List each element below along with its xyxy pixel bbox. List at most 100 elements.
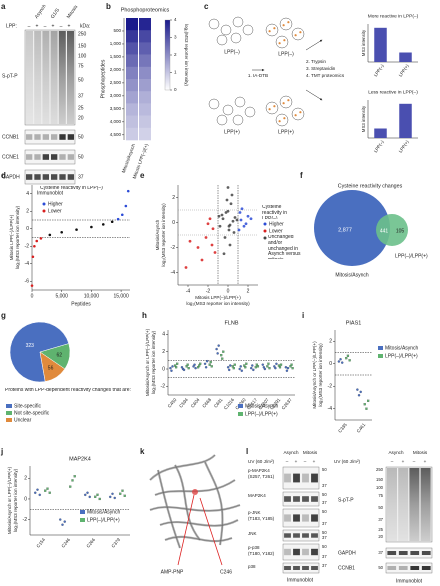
y-tick-label: 0 <box>172 220 175 226</box>
probe <box>278 120 281 123</box>
blot-band <box>311 514 318 522</box>
legend-swatch <box>6 418 12 422</box>
point <box>235 218 239 222</box>
kda-tick: 75 <box>378 493 383 498</box>
dot <box>222 350 225 353</box>
dot <box>194 366 197 370</box>
blot-band <box>42 134 49 140</box>
cell <box>234 96 246 108</box>
band-label: S-pT-P <box>2 73 18 79</box>
dot <box>339 358 342 361</box>
band-label: GAPDH <box>2 174 20 180</box>
kda-tick: 150 <box>376 477 384 482</box>
kda-tick: 50 <box>322 509 327 514</box>
kda-tick: 75 <box>78 63 84 69</box>
blot-band <box>67 154 74 160</box>
pie-label: 62 <box>56 352 62 358</box>
cell <box>244 106 256 118</box>
plot-title: FLNB <box>224 320 238 326</box>
point <box>90 225 93 229</box>
cell <box>265 23 279 37</box>
point <box>227 224 231 228</box>
dot <box>86 491 89 494</box>
treatment-label: UV (60 J/m²) <box>248 459 275 464</box>
venn-label: Mitosis/Asynch <box>335 272 369 278</box>
blot-lane <box>387 468 397 541</box>
dot <box>38 493 41 497</box>
point <box>200 258 204 262</box>
dot <box>169 366 172 370</box>
step-label: 3. Streptavidin <box>306 66 336 71</box>
point <box>232 231 236 234</box>
cell <box>275 113 289 127</box>
dot <box>186 363 189 366</box>
colorbar-tick-label: 3 <box>174 35 177 40</box>
treatment-label: UV (60 J/m²) <box>334 459 361 464</box>
dot <box>240 369 243 372</box>
point <box>222 252 226 256</box>
blot-band <box>284 548 291 556</box>
y-tick-label: 1,500 <box>110 54 122 59</box>
kda-tick: 250 <box>376 467 384 472</box>
blot-band <box>284 514 291 522</box>
legend-swatch <box>6 404 12 408</box>
blot-band <box>293 548 300 556</box>
y-axis-label: Phosphopeptides <box>100 59 106 98</box>
label-box: Unchanged and/or unchanged in Asynch ver… <box>268 235 301 259</box>
legend-swatch <box>42 202 46 206</box>
cell <box>230 32 242 44</box>
dot <box>359 390 362 394</box>
y-tick-label: 4 <box>26 191 29 197</box>
dot <box>229 364 232 367</box>
point <box>126 189 130 193</box>
legend-label: Lower <box>269 228 283 234</box>
legend-label: Mitosis/Asynch <box>87 509 121 515</box>
probe <box>282 102 285 105</box>
dot <box>109 495 112 499</box>
blot-band <box>302 548 309 556</box>
dot <box>252 368 255 372</box>
dot <box>285 369 289 372</box>
protein-strand <box>203 461 224 546</box>
point <box>30 284 34 287</box>
panel-label: d <box>1 171 6 180</box>
step-label: 1. IA-DTB <box>248 73 268 78</box>
band-label: CCNE1 <box>2 154 19 160</box>
y-tick-label: -4 <box>171 270 176 276</box>
colorbar-tick-label: 4 <box>174 17 177 22</box>
category-label: C1016 <box>223 397 236 411</box>
band-label: (T183, Y185) <box>248 516 275 521</box>
point <box>210 243 214 247</box>
point <box>39 237 43 240</box>
legend-swatch <box>263 236 267 240</box>
blot-band <box>42 154 49 160</box>
dot <box>63 520 66 523</box>
uv-sign: + <box>424 459 427 464</box>
blot-lane <box>409 468 420 541</box>
blot-band <box>284 533 291 538</box>
condition-label: Asynch <box>388 450 404 455</box>
dot <box>363 403 366 406</box>
dot <box>348 359 351 362</box>
point <box>75 228 78 231</box>
blot-band <box>387 551 397 555</box>
blot-band <box>311 548 318 556</box>
point <box>101 223 105 226</box>
kda-tick: 100 <box>376 485 384 490</box>
dot <box>275 362 278 365</box>
category-label: C604 <box>190 397 201 409</box>
legend-label: Higher <box>269 221 284 227</box>
y-tick-label: 4,500 <box>110 132 122 137</box>
condition-label: Mitosis <box>66 4 80 20</box>
point <box>116 217 120 221</box>
blot <box>282 491 320 507</box>
probe <box>273 105 276 108</box>
band-label: CCNB1 <box>2 134 19 140</box>
point <box>208 217 212 221</box>
dot <box>174 366 178 369</box>
cell <box>208 18 220 30</box>
uv-sign: + <box>295 459 298 464</box>
y-axis-label: Mitosis/Asynch or LPP(–)/LPP(+) <box>145 328 150 396</box>
y-tick-label: 2 <box>162 349 165 355</box>
kda-tick: 37 <box>322 554 327 559</box>
